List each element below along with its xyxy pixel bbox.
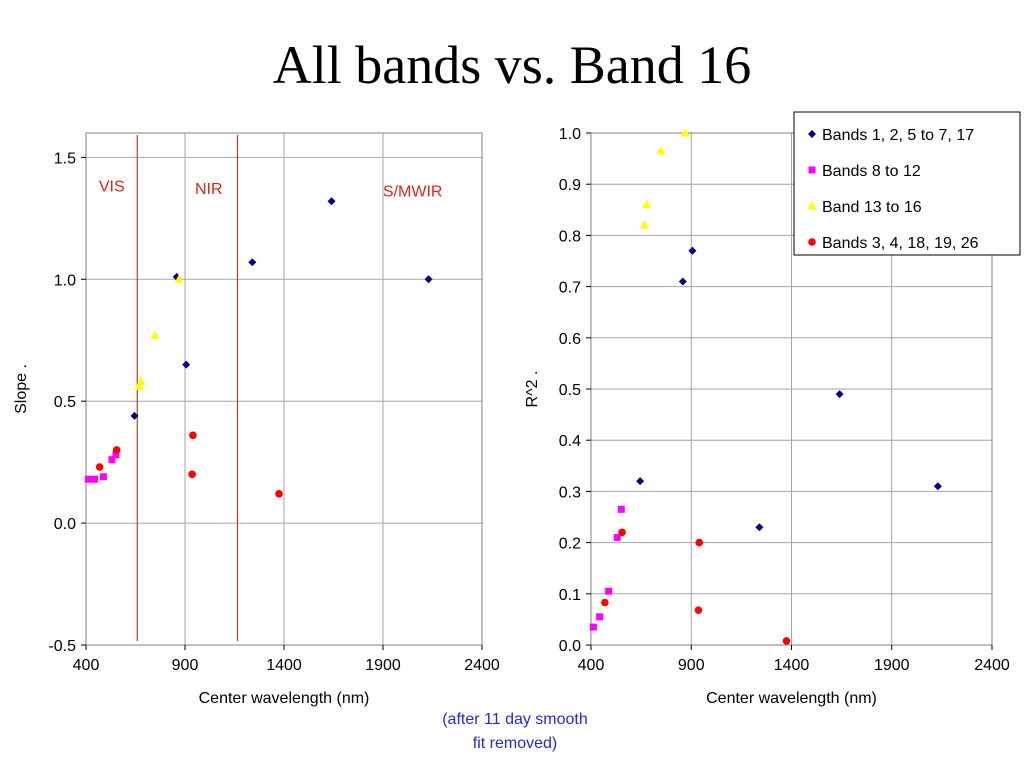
region-label: S/MWIR bbox=[383, 183, 443, 200]
y-axis-label: Slope . bbox=[13, 364, 30, 414]
diamond-marker bbox=[933, 482, 942, 491]
square-marker bbox=[596, 613, 604, 621]
circle-marker bbox=[695, 538, 704, 547]
diamond-marker bbox=[248, 258, 257, 267]
diamond-marker bbox=[424, 275, 433, 284]
footnote-line-1: (after 11 day smooth bbox=[442, 711, 588, 728]
x-tick-label: 1400 bbox=[266, 657, 302, 674]
x-axis-label: Center wavelength (nm) bbox=[706, 690, 877, 707]
diamond-marker bbox=[327, 197, 336, 206]
legend-label: Bands 8 to 12 bbox=[822, 163, 921, 180]
x-tick-label: 1400 bbox=[774, 657, 810, 674]
y-tick-label: 0.9 bbox=[559, 177, 581, 194]
y-tick-label: 0.8 bbox=[559, 228, 581, 245]
circle-marker bbox=[808, 238, 816, 246]
legend-box bbox=[793, 111, 1021, 256]
footnote-line-2: fit removed) bbox=[472, 735, 558, 752]
diamond-marker bbox=[182, 360, 191, 369]
y-tick-label: -0.5 bbox=[48, 638, 76, 655]
square-marker bbox=[108, 456, 116, 464]
diamond-marker bbox=[688, 246, 697, 255]
y-tick-label: 1.0 bbox=[54, 272, 76, 289]
triangle-marker bbox=[174, 274, 184, 283]
diamond-marker bbox=[678, 277, 687, 286]
triangle-marker bbox=[642, 199, 652, 209]
square-marker bbox=[112, 451, 120, 459]
square-marker bbox=[99, 473, 107, 481]
x-tick-label: 400 bbox=[73, 657, 100, 674]
y-tick-label: 0.2 bbox=[559, 536, 581, 553]
square-marker bbox=[91, 475, 99, 483]
triangle-marker bbox=[680, 128, 690, 137]
x-tick-label: 2400 bbox=[464, 657, 500, 674]
circle-marker bbox=[782, 637, 791, 645]
footnote: (after 11 day smooth fit removed) bbox=[405, 708, 625, 756]
y-tick-label: 0.6 bbox=[559, 331, 581, 348]
y-tick-label: 0.0 bbox=[559, 638, 581, 655]
diamond-marker bbox=[130, 411, 139, 420]
legend-label: Bands 3, 4, 18, 19, 26 bbox=[822, 235, 979, 252]
square-marker bbox=[613, 533, 621, 541]
circle-marker bbox=[112, 446, 121, 454]
y-tick-label: 0.5 bbox=[559, 382, 581, 399]
diamond-marker bbox=[755, 523, 764, 532]
square-marker bbox=[589, 623, 597, 631]
triangle-marker bbox=[640, 220, 650, 229]
y-tick-label: 0.5 bbox=[54, 394, 76, 411]
circle-marker bbox=[95, 463, 104, 471]
slide-title: All bands vs. Band 16 bbox=[272, 35, 752, 95]
y-tick-label: 1.0 bbox=[559, 126, 581, 143]
y-tick-label: 0.1 bbox=[559, 587, 581, 604]
x-tick-label: 1900 bbox=[365, 657, 401, 674]
legend-label: Band 13 to 16 bbox=[822, 199, 922, 216]
y-tick-label: 0.0 bbox=[54, 516, 76, 533]
y-tick-label: 1.5 bbox=[54, 150, 76, 167]
x-tick-label: 900 bbox=[678, 657, 705, 674]
square-marker bbox=[808, 166, 816, 174]
y-tick-label: 0.4 bbox=[559, 433, 581, 450]
circle-marker bbox=[188, 470, 196, 479]
square-marker bbox=[605, 587, 613, 595]
x-tick-label: 900 bbox=[172, 657, 199, 674]
circle-marker bbox=[275, 490, 283, 498]
diamond-marker bbox=[636, 477, 645, 486]
triangle-marker bbox=[134, 381, 144, 391]
y-tick-label: 0.7 bbox=[559, 280, 581, 297]
circle-marker bbox=[694, 606, 703, 614]
y-axis-label: R^2 . bbox=[524, 371, 541, 408]
x-axis-label: Center wavelength (nm) bbox=[199, 690, 370, 707]
circle-marker bbox=[601, 598, 609, 607]
x-tick-label: 1900 bbox=[874, 657, 910, 674]
square-marker bbox=[617, 505, 625, 513]
legend-label: Bands 1, 2, 5 to 7, 17 bbox=[822, 127, 974, 144]
triangle-marker bbox=[136, 376, 146, 386]
triangle-marker bbox=[656, 145, 666, 155]
circle-marker bbox=[189, 431, 197, 440]
square-marker bbox=[84, 475, 92, 483]
x-tick-label: 400 bbox=[578, 657, 605, 674]
circle-marker bbox=[618, 528, 626, 537]
region-label: NIR bbox=[195, 181, 223, 198]
y-tick-label: 0.3 bbox=[559, 484, 581, 501]
triangle-marker bbox=[150, 330, 160, 339]
region-label: VIS bbox=[99, 179, 125, 196]
x-tick-label: 2400 bbox=[974, 657, 1010, 674]
diamond-marker bbox=[835, 390, 844, 399]
diamond-marker bbox=[808, 130, 816, 138]
triangle-marker bbox=[807, 201, 817, 210]
